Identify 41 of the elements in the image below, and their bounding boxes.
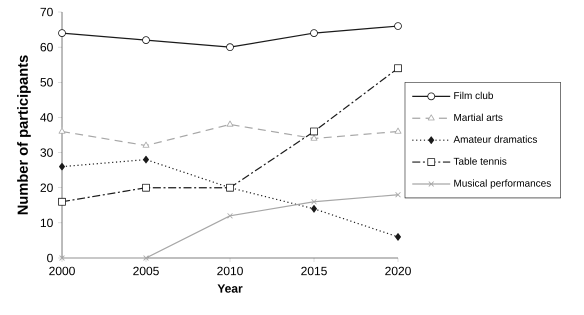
point	[310, 128, 318, 136]
point	[226, 120, 234, 127]
legend-label: Amateur dramatics	[453, 136, 538, 143]
point	[394, 64, 402, 72]
point	[310, 29, 318, 37]
point	[58, 198, 66, 206]
x-tick-label: 2010	[217, 266, 243, 276]
y-tick-label: 20	[40, 183, 53, 192]
x-tick-label: 2020	[385, 266, 411, 276]
point	[394, 128, 402, 134]
point	[226, 43, 234, 52]
point	[142, 36, 150, 44]
y-tick-label: 10	[40, 218, 53, 228]
point	[311, 198, 317, 205]
x-tick-label: 2005	[133, 266, 159, 276]
y-tick-label: 0	[47, 254, 53, 262]
y-axis-title: Number of participants	[17, 55, 31, 214]
point	[395, 192, 401, 198]
y-tick-label: 50	[40, 78, 53, 87]
point	[310, 134, 318, 141]
point	[59, 255, 65, 261]
legend-label: Musical performances	[454, 179, 551, 189]
point	[143, 255, 149, 261]
y-tick-label: 30	[40, 148, 53, 157]
x-tick-label: 2000	[49, 266, 75, 276]
point	[142, 142, 150, 148]
x-tick-label: 2015	[301, 266, 327, 276]
legend-label: Martial arts	[454, 114, 503, 121]
point	[59, 162, 66, 170]
y-tick-label: 70	[40, 8, 53, 16]
y-tick-label: 60	[40, 42, 53, 52]
point	[311, 204, 318, 213]
point	[227, 212, 233, 219]
legend-label: Table tennis	[454, 157, 506, 165]
legend-label: Film club	[454, 92, 494, 100]
point	[395, 233, 402, 241]
point	[58, 29, 66, 37]
y-tick-label: 40	[40, 113, 53, 122]
point	[142, 184, 150, 192]
point	[143, 156, 150, 164]
x-axis-title: Year	[218, 284, 243, 293]
